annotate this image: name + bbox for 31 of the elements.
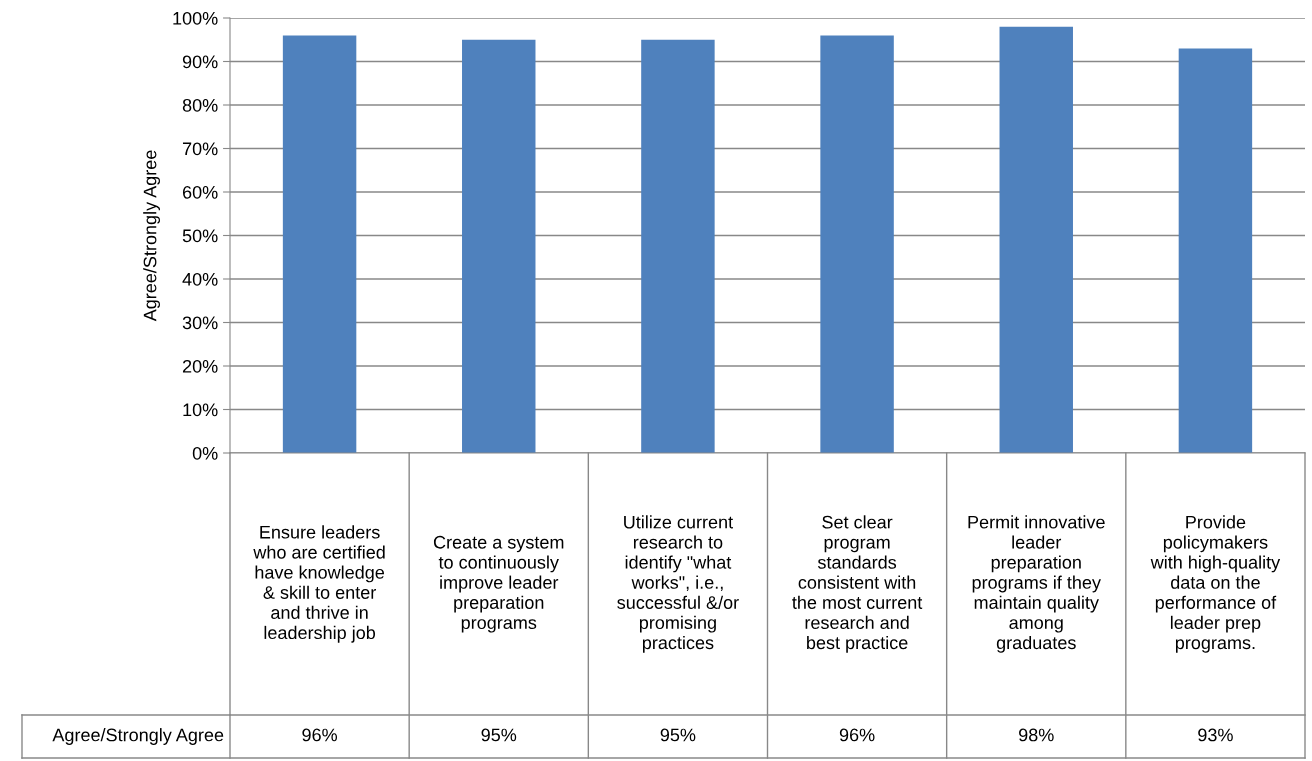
y-tick-label: 90% xyxy=(182,55,218,69)
y-tick-label: 80% xyxy=(182,98,218,112)
y-tick-label: 60% xyxy=(182,185,218,199)
x-tick-label: Provide policymakers with high-quality data on the performance of leader prep programs. xyxy=(1150,515,1281,653)
x-tick-label: Ensure leaders who are certified have knowledge & skill to enter and thrive in leadership job xyxy=(253,525,385,643)
y-tick-label: 50% xyxy=(182,229,218,243)
x-tick-label: Utilize current research to identify "what works", i.e., successful &/or promising practices xyxy=(617,515,739,653)
x-tick-label: Create a system to continuously improve leader preparation programs xyxy=(433,535,564,633)
bar xyxy=(1178,48,1253,453)
text: Agree/Strongly Agree xyxy=(52,728,224,745)
bar xyxy=(282,35,357,453)
y-tick-label: 40% xyxy=(182,272,218,286)
y-tick-label: 70% xyxy=(182,142,218,156)
y-tick-label: 100% xyxy=(173,11,218,25)
data-label: 95% xyxy=(660,728,696,742)
data-label: 93% xyxy=(1198,728,1233,742)
bar xyxy=(999,26,1073,453)
y-tick-label: 10% xyxy=(183,403,218,417)
bar xyxy=(641,39,715,453)
data-label: 96% xyxy=(302,728,338,742)
x-tick-label: Permit innovative leader preparation programs if they maintain quality among graduates xyxy=(968,515,1105,653)
data-label: 96% xyxy=(839,728,875,742)
data-label: 95% xyxy=(481,728,517,742)
data-label: 98% xyxy=(1019,728,1054,742)
y-tick-label: 30% xyxy=(182,316,218,330)
y-tick-label: 20% xyxy=(182,359,218,373)
y-axis-title: Agree/Strongly Agree xyxy=(143,150,160,322)
bar xyxy=(820,35,894,453)
y-tick-label: 0% xyxy=(192,446,218,460)
x-tick-label: Set clear program standards consistent with the most current research and best practice xyxy=(792,515,923,653)
bar xyxy=(462,39,536,453)
